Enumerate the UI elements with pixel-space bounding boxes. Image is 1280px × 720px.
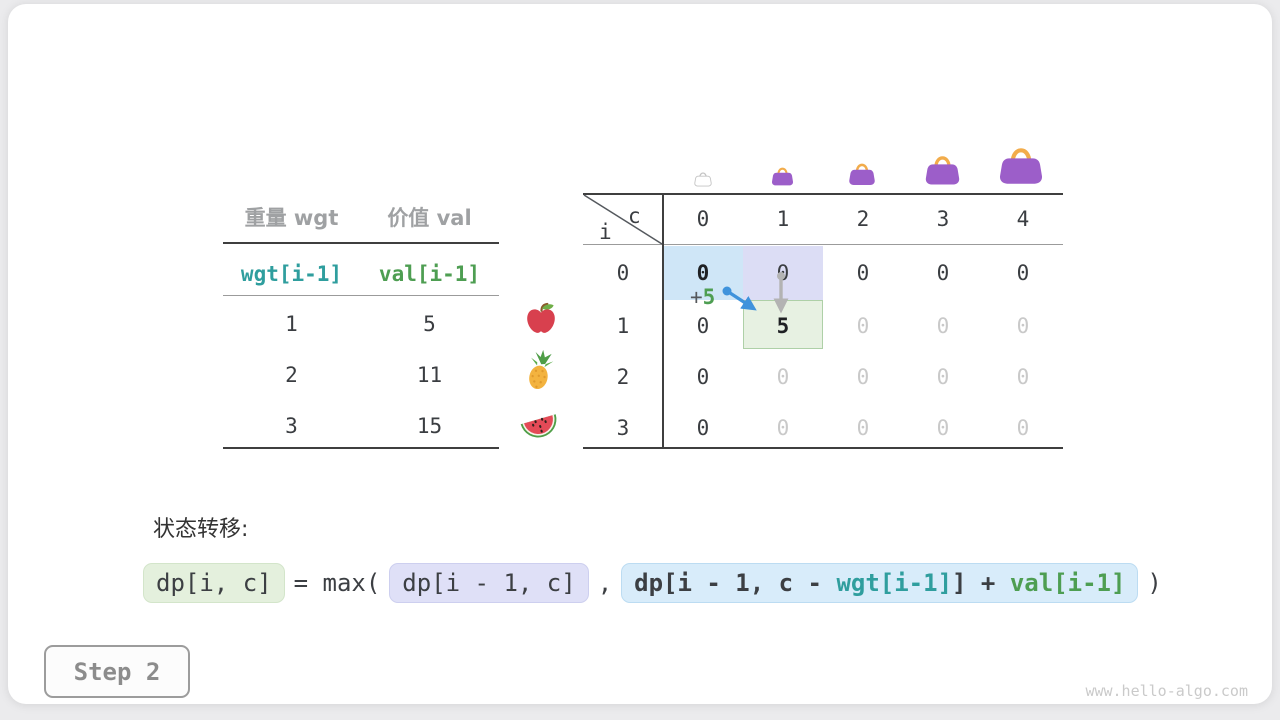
diagram-card: 重量 wgt 价值 val wgt[i-1] val[i-1] 1 5 2 11…: [8, 4, 1272, 704]
large-bag-icon: [925, 156, 960, 185]
formula-val-term: val[i-1]: [1009, 569, 1126, 597]
pineapple-weight: 2: [285, 363, 298, 387]
formula-operator: = max(: [293, 569, 381, 597]
plus-sign: +: [690, 285, 703, 309]
dp-table-rule-vertical: [662, 193, 664, 449]
apple-weight: 1: [285, 312, 298, 336]
dp-cell: 0: [696, 260, 710, 285]
watermelon-weight: 3: [285, 414, 298, 438]
items-table-rule-top: [223, 242, 499, 244]
dp-cell: 0: [696, 313, 710, 338]
val-symbol: val[i-1]: [378, 262, 481, 286]
dp-row-headers: 0 1 2 3: [583, 245, 663, 453]
pineapple-value: 11: [416, 363, 443, 387]
transfer-annotation: +5: [690, 285, 715, 309]
dp-cell: 0: [936, 364, 950, 389]
items-table-row-apple: 1 5: [223, 312, 499, 336]
formula-take-mid: ] +: [952, 569, 1010, 597]
dp-row-header: 0: [616, 260, 630, 285]
dp-cell: 0: [696, 415, 710, 440]
apple-icon: [527, 302, 555, 333]
dp-cell: 0: [856, 260, 870, 285]
dp-col-header: 2: [856, 207, 870, 231]
medium-bag-icon: [849, 163, 875, 186]
formula-separator: ,: [597, 569, 613, 597]
items-table-rule-bottom: [223, 447, 499, 449]
items-table-row-pineapple: 2 11: [223, 363, 499, 387]
empty-bag-icon: [694, 172, 712, 187]
dp-row-header: 2: [616, 364, 630, 389]
dp-cell: 0: [1016, 260, 1030, 285]
dp-cell: 0: [1016, 313, 1030, 338]
dp-cell: 0: [776, 260, 790, 285]
formula-dp-current: dp[i, c]: [143, 563, 285, 603]
dp-col-header: 3: [936, 207, 950, 231]
pineapple-icon: [529, 349, 554, 390]
section-heading: 状态转移:: [153, 517, 249, 542]
state-transition-formula: dp[i, c] = max( dp[i - 1, c] , dp[i - 1,…: [143, 563, 1162, 603]
formula-take-prefix: dp[i - 1, c -: [634, 569, 837, 597]
dp-col-header: 1: [776, 207, 790, 231]
items-table-rule-mid: [223, 295, 499, 296]
formula-dp-take-term: dp[i - 1, c - wgt[i-1]] + val[i-1]: [621, 563, 1139, 603]
dp-table-rule-header: [583, 244, 1063, 245]
dp-table-rule-bottom: [583, 447, 1063, 449]
apple-value: 5: [423, 312, 436, 336]
corner-diagonal-line: [583, 194, 663, 245]
items-col-header-weight: 重量 wgt: [244, 206, 339, 230]
step-badge: Step 2: [44, 645, 190, 698]
dp-table-rule-top: [583, 193, 1063, 195]
watermelon-value: 15: [416, 414, 443, 438]
dp-corner-col-var: c: [628, 204, 641, 228]
items-table-row-watermelon: 3 15: [223, 414, 499, 438]
formula-dp-skip-term: dp[i - 1, c]: [389, 563, 589, 603]
dp-column-headers: 0 1 2 3 4: [663, 194, 1063, 244]
dp-col-header: 0: [696, 207, 710, 231]
dp-cell: 0: [776, 415, 790, 440]
dp-cell: 0: [1016, 364, 1030, 389]
dp-cell: 0: [856, 415, 870, 440]
dp-corner-row-var: i: [599, 220, 612, 244]
items-table-symbol-row: wgt[i-1] val[i-1]: [223, 262, 499, 286]
dp-value-grid: 0 0 0 0 0 0 5 0 0 0 0 0 0 0 0 0 0 0 0 0: [663, 245, 1063, 453]
dp-cell: 0: [936, 313, 950, 338]
xlarge-bag-icon: [999, 148, 1043, 184]
dp-col-header: 4: [1016, 207, 1030, 231]
wgt-symbol: wgt[i-1]: [240, 262, 343, 286]
dp-cell: 0: [696, 364, 710, 389]
dp-cell: 0: [1016, 415, 1030, 440]
items-col-header-value: 价值 val: [387, 206, 472, 230]
dp-cell: 0: [856, 364, 870, 389]
formula-wgt-term: wgt[i-1]: [836, 569, 953, 597]
dp-cell: 0: [936, 260, 950, 285]
dp-row-header: 1: [616, 313, 630, 338]
items-table-header: 重量 wgt 价值 val: [223, 202, 499, 232]
added-value: 5: [702, 285, 716, 309]
dp-row-header: 3: [616, 415, 630, 440]
dp-cell: 0: [856, 313, 870, 338]
small-bag-icon: [771, 167, 794, 186]
watermark: www.hello-algo.com: [1085, 682, 1248, 700]
dp-cell: 0: [776, 364, 790, 389]
formula-closing-paren: ): [1147, 569, 1162, 597]
dp-cell: 0: [936, 415, 950, 440]
dp-cell: 5: [776, 313, 790, 338]
watermelon-icon: [520, 414, 557, 438]
